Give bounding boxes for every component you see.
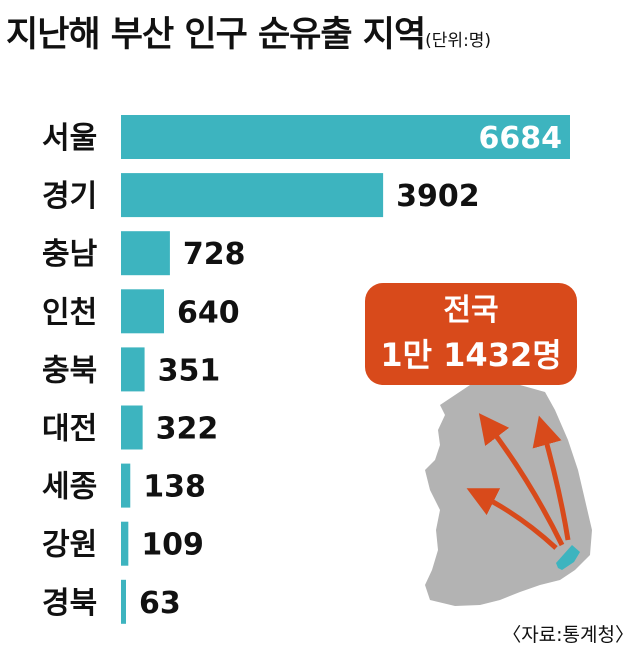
bar bbox=[121, 231, 170, 276]
category-label: 경기 bbox=[42, 179, 97, 214]
category-label: 대전 bbox=[42, 412, 97, 447]
category-label: 인천 bbox=[42, 295, 97, 330]
total-callout: 전국 1만 1432명 bbox=[365, 283, 577, 385]
bar bbox=[121, 405, 143, 450]
category-label: 충북 bbox=[42, 353, 97, 388]
category-label: 충남 bbox=[42, 237, 98, 272]
bar bbox=[121, 579, 126, 624]
category-label: 세종 bbox=[42, 470, 97, 505]
callout-line2: 1만 1432명 bbox=[380, 336, 562, 374]
arrow-to-gangwon bbox=[532, 415, 571, 541]
korea-map-shape bbox=[425, 385, 592, 606]
value-label: 63 bbox=[139, 586, 181, 621]
bar bbox=[121, 289, 164, 334]
bar bbox=[121, 173, 384, 218]
value-label: 640 bbox=[177, 295, 240, 330]
arrow-to-seoul bbox=[478, 413, 565, 547]
value-label: 322 bbox=[156, 412, 219, 447]
category-label: 서울 bbox=[42, 121, 97, 156]
unit-label: (단위:명) bbox=[425, 31, 492, 51]
category-label: 강원 bbox=[42, 528, 97, 563]
value-label: 6684 bbox=[479, 121, 563, 156]
chart-title: 지난해 부산 인구 순유출 지역(단위:명) bbox=[6, 6, 491, 57]
source-note: 〈자료:통계청〉 bbox=[502, 624, 634, 646]
arrow-to-chungnam bbox=[466, 488, 558, 550]
bar bbox=[121, 463, 131, 508]
value-label: 3902 bbox=[396, 179, 480, 214]
bar bbox=[121, 521, 129, 566]
callout-line1: 전국 bbox=[443, 293, 499, 328]
busan-region bbox=[556, 545, 580, 570]
korea-map bbox=[425, 385, 592, 606]
bar bbox=[121, 347, 145, 392]
bar bbox=[121, 115, 570, 159]
value-label: 138 bbox=[143, 470, 206, 505]
value-label: 728 bbox=[183, 237, 246, 272]
category-label: 경북 bbox=[42, 586, 97, 621]
value-label: 351 bbox=[158, 353, 221, 388]
value-label: 109 bbox=[141, 528, 204, 563]
title-text: 지난해 부산 인구 순유출 지역 bbox=[6, 15, 426, 55]
